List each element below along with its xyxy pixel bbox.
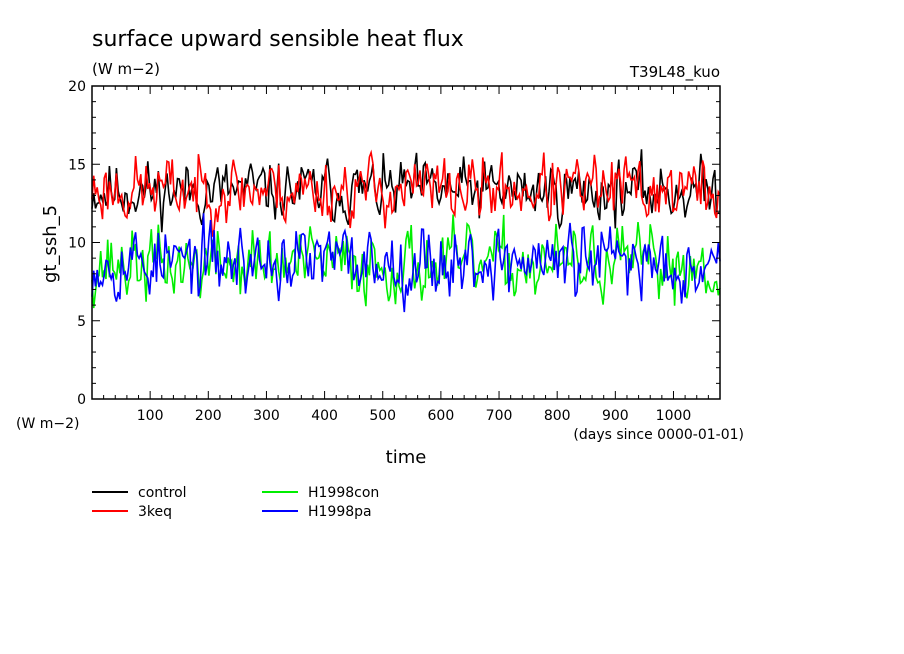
x-tick-label: 200 — [195, 408, 222, 424]
series-line-3keq — [91, 149, 721, 237]
x-tick-label: 100 — [137, 408, 164, 424]
y-axis-label: gt_ssh_5 — [40, 205, 61, 283]
x-axis-label: time — [386, 447, 427, 468]
x-tick-label: 900 — [602, 408, 629, 424]
series-layer — [91, 149, 721, 313]
run-label: T39L48_kuo — [629, 63, 720, 82]
x-tick-label: 1000 — [656, 408, 692, 424]
y-tick-label: 15 — [68, 157, 86, 173]
y-units-label: (W m−2) — [16, 416, 80, 432]
x-units-label: (days since 0000-01-01) — [573, 427, 744, 443]
legend-label-H1998pa: H1998pa — [308, 504, 372, 520]
x-tick-label: 400 — [311, 408, 338, 424]
legend-label-3keq: 3keq — [138, 504, 172, 520]
legend: control 3keq H1998con H1998pa — [92, 485, 379, 520]
legend-label-control: control — [138, 485, 187, 501]
chart-title: surface upward sensible heat flux — [92, 27, 464, 52]
y-tick-label: 20 — [68, 79, 86, 95]
legend-label-H1998con: H1998con — [308, 485, 379, 501]
y-tick-label: 0 — [77, 392, 86, 408]
x-tick-label: 600 — [428, 408, 455, 424]
y-tick-label: 10 — [68, 236, 86, 252]
ticks-layer: 100 200 300 400 500 600 700 800 900 1000 0 5 10 15 20 — [68, 79, 720, 424]
y-tick-label: 5 — [77, 314, 86, 330]
units-label: (W m−2) — [92, 60, 160, 78]
series-line-H1998pa — [91, 213, 721, 313]
x-tick-label: 800 — [544, 408, 571, 424]
x-tick-label: 700 — [486, 408, 513, 424]
x-tick-label: 500 — [369, 408, 396, 424]
x-tick-label: 300 — [253, 408, 280, 424]
